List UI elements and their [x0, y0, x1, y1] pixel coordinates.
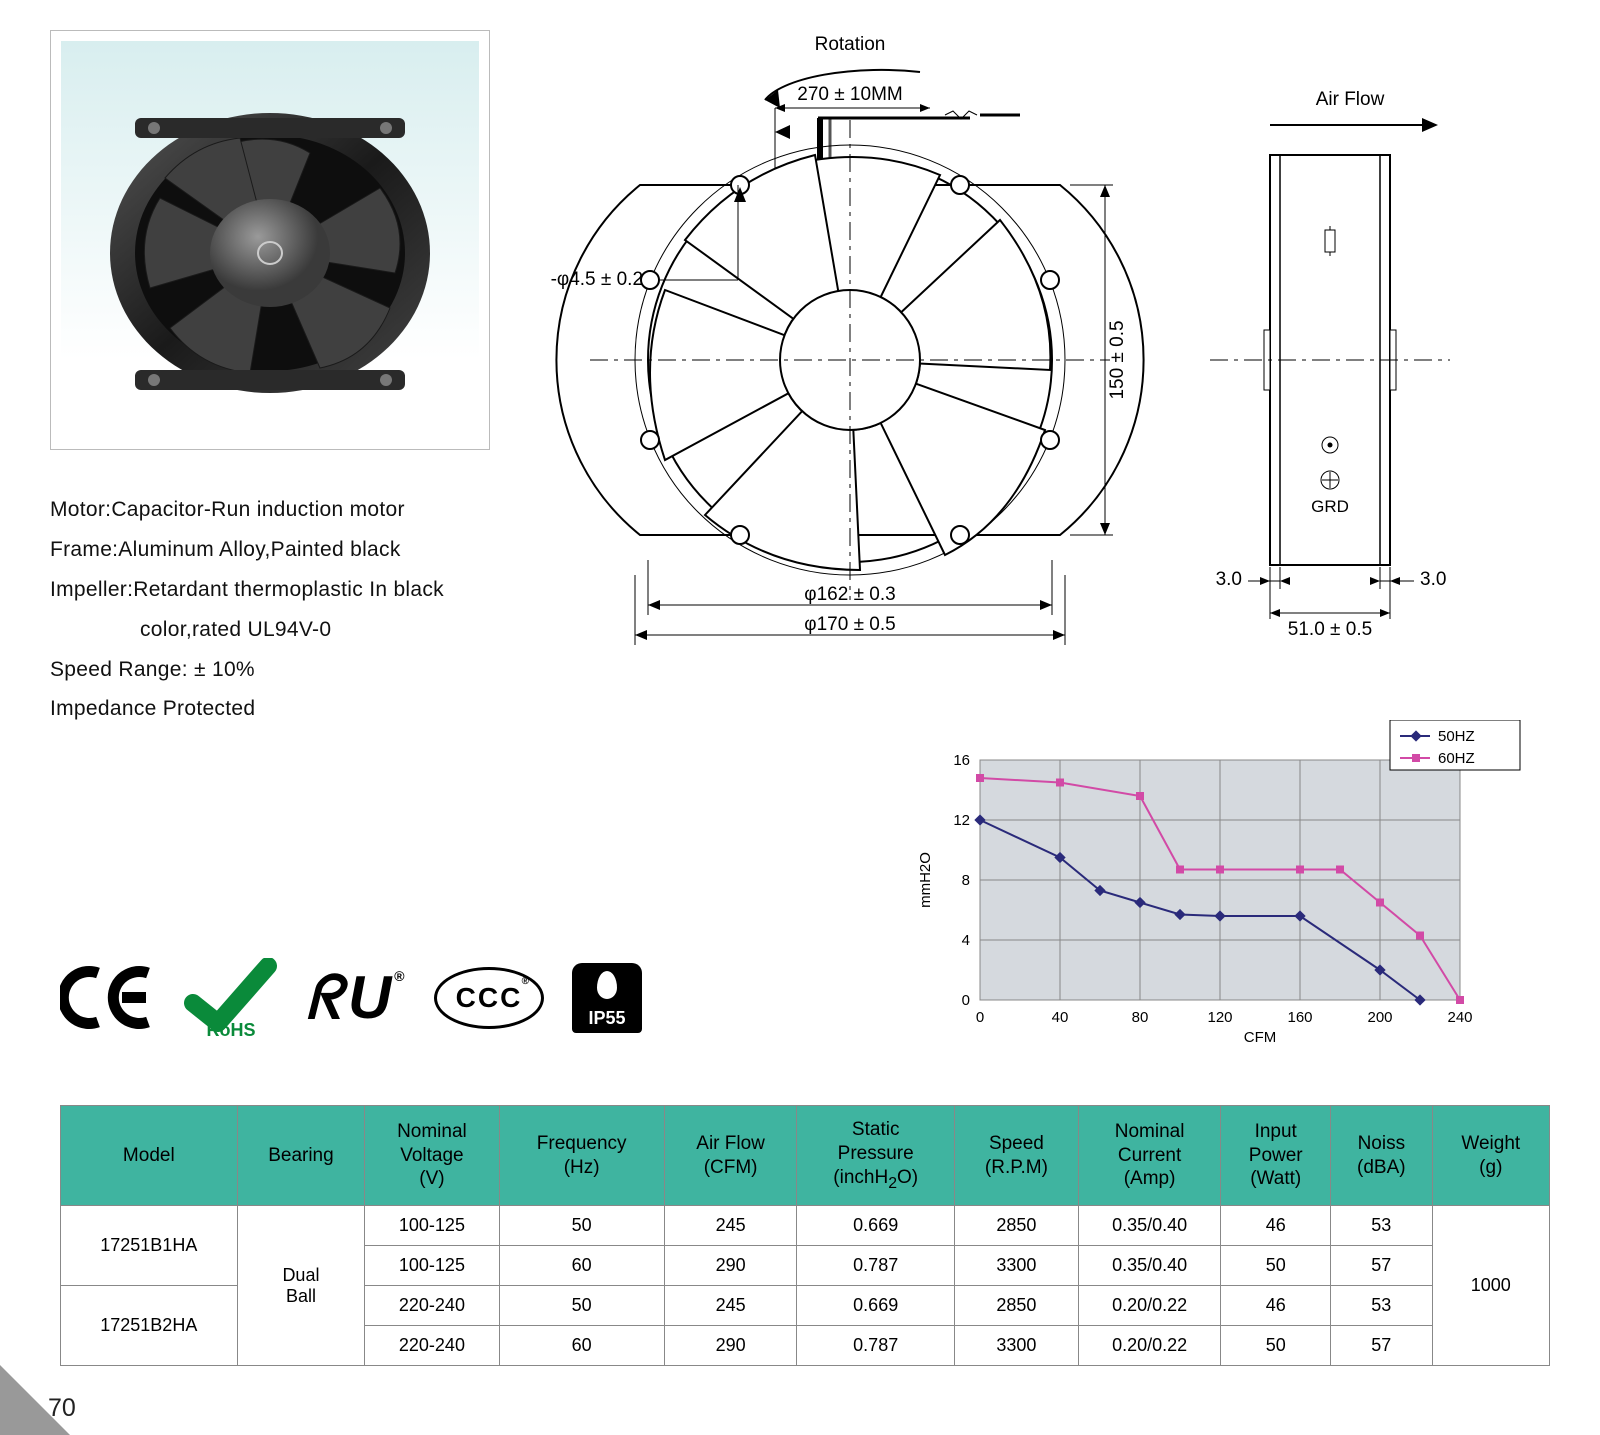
svg-text:270 ± 10MM: 270 ± 10MM: [797, 84, 902, 105]
data-cell: 220-240: [365, 1286, 499, 1326]
data-cell: 53: [1331, 1206, 1433, 1246]
table-header: Frequency(Hz): [499, 1106, 664, 1206]
svg-text:U: U: [348, 964, 393, 1031]
engineering-drawing: Rotation 270 ± 10MM: [550, 30, 1550, 650]
data-cell: 3300: [955, 1246, 1079, 1286]
table-row: 17251B1HADualBall100-125502450.66928500.…: [61, 1206, 1550, 1246]
model-cell: 17251B2HA: [61, 1286, 238, 1366]
data-cell: 0.787: [797, 1246, 955, 1286]
data-cell: 100-125: [365, 1206, 499, 1246]
spec-table: ModelBearingNominalVoltage(V)Frequency(H…: [60, 1105, 1550, 1366]
spec-impeller-2: color,rated UL94V-0: [50, 610, 510, 650]
rohs-icon: RoHS: [183, 960, 278, 1035]
ccc-icon: CCC®: [434, 967, 544, 1029]
svg-text:8-φ4.5 ± 0.2: 8-φ4.5 ± 0.2: [550, 269, 643, 290]
spec-impeller-1: Impeller:Retardant thermoplastic In blac…: [50, 570, 510, 610]
spec-impedance: Impedance Protected: [50, 689, 510, 729]
data-cell: 0.669: [797, 1206, 955, 1246]
data-cell: 60: [499, 1326, 664, 1366]
data-cell: 3300: [955, 1326, 1079, 1366]
table-header: Bearing: [237, 1106, 365, 1206]
svg-text:ᖇ: ᖇ: [306, 964, 349, 1031]
svg-text:80: 80: [1132, 1009, 1149, 1026]
svg-text:8: 8: [962, 872, 970, 889]
data-cell: 50: [499, 1206, 664, 1246]
data-cell: 0.35/0.40: [1078, 1206, 1221, 1246]
table-header: NominalVoltage(V): [365, 1106, 499, 1206]
data-cell: 245: [664, 1206, 797, 1246]
svg-text:120: 120: [1207, 1009, 1232, 1026]
svg-text:240: 240: [1447, 1009, 1472, 1026]
svg-text:50HZ: 50HZ: [1438, 728, 1475, 745]
svg-text:φ170 ± 0.5: φ170 ± 0.5: [804, 614, 895, 635]
table-header: Noiss(dBA): [1331, 1106, 1433, 1206]
data-cell: 220-240: [365, 1326, 499, 1366]
svg-text:φ162 ± 0.3: φ162 ± 0.3: [804, 584, 895, 605]
table-header: NominalCurrent(Amp): [1078, 1106, 1221, 1206]
table-header: Weight(g): [1432, 1106, 1549, 1206]
data-cell: 2850: [955, 1286, 1079, 1326]
data-cell: 2850: [955, 1206, 1079, 1246]
svg-text:3.0: 3.0: [1420, 569, 1446, 590]
spec-text: Motor:Capacitor-Run induction motor Fram…: [50, 490, 510, 729]
spec-motor: Motor:Capacitor-Run induction motor: [50, 490, 510, 530]
data-cell: 60: [499, 1246, 664, 1286]
performance-chart: 0 40 80 120 160 200 240 0 4 8 12 16 CFM mmH2O 50HZ 60HZ: [900, 720, 1540, 1090]
data-cell: 53: [1331, 1286, 1433, 1326]
svg-text:3.0: 3.0: [1216, 569, 1242, 590]
data-cell: 0.787: [797, 1326, 955, 1366]
svg-text:200: 200: [1367, 1009, 1392, 1026]
data-cell: 57: [1331, 1326, 1433, 1366]
svg-text:mmH2O: mmH2O: [917, 852, 934, 908]
data-cell: 245: [664, 1286, 797, 1326]
data-cell: 290: [664, 1246, 797, 1286]
table-header: Air Flow(CFM): [664, 1106, 797, 1206]
svg-text:0: 0: [976, 1009, 984, 1026]
svg-text:RoHS: RoHS: [207, 1020, 256, 1038]
page-corner: 70: [0, 1365, 120, 1435]
data-cell: 50: [1221, 1246, 1331, 1286]
spec-frame: Frame:Aluminum Alloy,Painted black: [50, 530, 510, 570]
svg-text:Rotation: Rotation: [815, 34, 886, 55]
weight-cell: 1000: [1432, 1206, 1549, 1366]
data-cell: 0.20/0.22: [1078, 1286, 1221, 1326]
table-header: Model: [61, 1106, 238, 1206]
svg-text:GRD: GRD: [1311, 497, 1349, 516]
svg-text:Air Flow: Air Flow: [1316, 89, 1385, 110]
data-cell: 46: [1221, 1206, 1331, 1246]
table-header: StaticPressure(inchH2O): [797, 1106, 955, 1206]
table-header: Speed(R.P.M): [955, 1106, 1079, 1206]
ce-mark-icon: [60, 960, 155, 1035]
ip55-icon: IP55: [572, 963, 642, 1033]
bearing-cell: DualBall: [237, 1206, 365, 1366]
model-cell: 17251B1HA: [61, 1206, 238, 1286]
data-cell: 46: [1221, 1286, 1331, 1326]
svg-text:16: 16: [953, 752, 970, 769]
svg-text:150 ± 0.5: 150 ± 0.5: [1107, 320, 1128, 399]
svg-text:12: 12: [953, 812, 970, 829]
table-header: InputPower(Watt): [1221, 1106, 1331, 1206]
data-cell: 0.35/0.40: [1078, 1246, 1221, 1286]
svg-text:51.0 ± 0.5: 51.0 ± 0.5: [1288, 619, 1372, 640]
svg-text:40: 40: [1052, 1009, 1069, 1026]
product-photo: [50, 30, 490, 450]
fan-illustration: [100, 98, 440, 398]
svg-text:4: 4: [962, 932, 970, 949]
spec-speed-range: Speed Range: ± 10%: [50, 650, 510, 690]
svg-text:0: 0: [962, 992, 970, 1009]
data-cell: 0.669: [797, 1286, 955, 1326]
svg-text:60HZ: 60HZ: [1438, 750, 1475, 767]
data-cell: 50: [1221, 1326, 1331, 1366]
data-cell: 50: [499, 1286, 664, 1326]
svg-text:CFM: CFM: [1244, 1029, 1277, 1046]
certifications: RoHS ᖇ U ® CCC® IP55: [60, 960, 642, 1035]
data-cell: 0.20/0.22: [1078, 1326, 1221, 1366]
svg-text:®: ®: [394, 968, 405, 984]
data-cell: 290: [664, 1326, 797, 1366]
svg-text:160: 160: [1287, 1009, 1312, 1026]
data-cell: 57: [1331, 1246, 1433, 1286]
page-number: 70: [48, 1394, 76, 1423]
ul-icon: ᖇ U ®: [306, 960, 406, 1035]
data-cell: 100-125: [365, 1246, 499, 1286]
